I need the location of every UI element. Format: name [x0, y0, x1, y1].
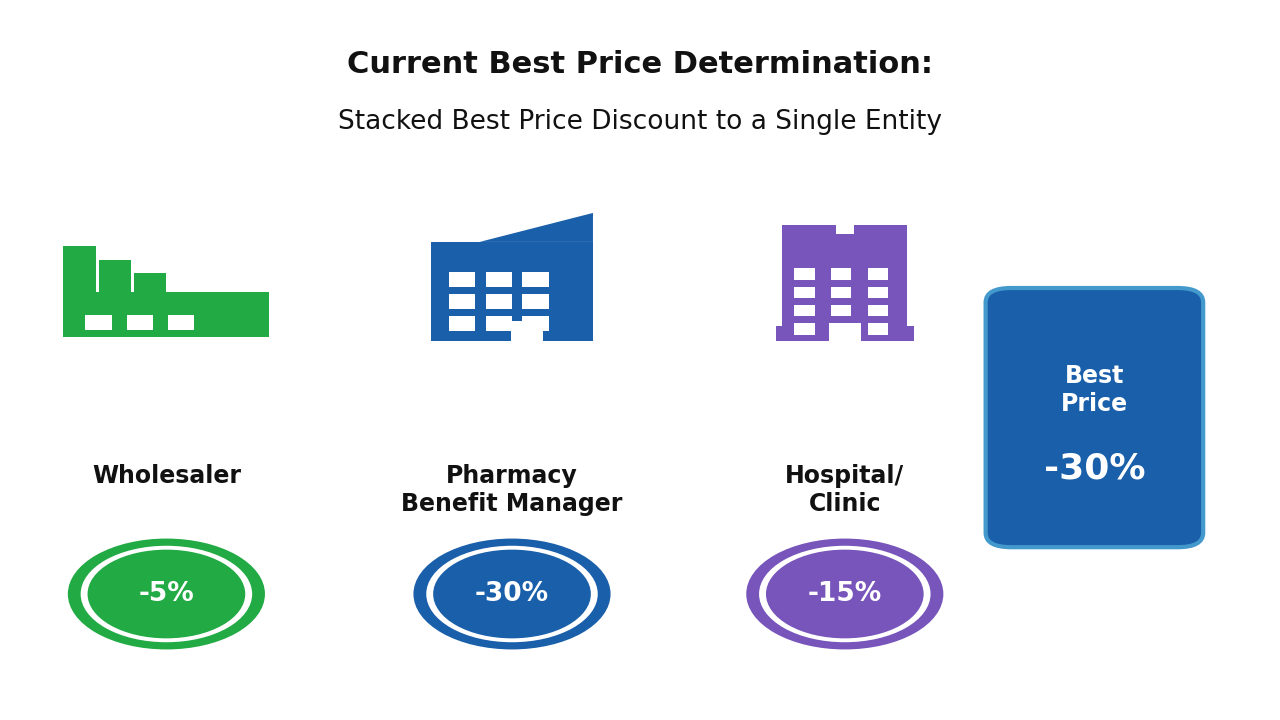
Text: -30%: -30% [475, 581, 549, 607]
FancyBboxPatch shape [831, 287, 851, 298]
FancyBboxPatch shape [813, 211, 877, 221]
FancyBboxPatch shape [986, 288, 1203, 547]
FancyBboxPatch shape [64, 246, 96, 292]
FancyBboxPatch shape [511, 320, 543, 341]
FancyBboxPatch shape [449, 317, 475, 331]
FancyBboxPatch shape [868, 269, 888, 280]
FancyBboxPatch shape [828, 323, 861, 341]
Text: -15%: -15% [808, 581, 882, 607]
FancyBboxPatch shape [776, 326, 914, 341]
Text: Current Best Price Determination:: Current Best Price Determination: [347, 50, 933, 79]
FancyBboxPatch shape [449, 294, 475, 309]
FancyBboxPatch shape [868, 305, 888, 317]
Text: Wholesaler: Wholesaler [92, 464, 241, 488]
Text: Best
Price: Best Price [1061, 364, 1128, 416]
FancyBboxPatch shape [485, 294, 512, 309]
Text: Hospital/
Clinic: Hospital/ Clinic [785, 464, 905, 516]
Circle shape [433, 549, 591, 639]
Circle shape [426, 546, 598, 642]
Text: Pharmacy
Benefit Manager: Pharmacy Benefit Manager [402, 464, 622, 516]
Text: -30%: -30% [1043, 451, 1146, 485]
FancyBboxPatch shape [794, 323, 814, 335]
FancyBboxPatch shape [522, 271, 549, 287]
Circle shape [413, 539, 611, 649]
FancyBboxPatch shape [485, 271, 512, 287]
FancyBboxPatch shape [831, 305, 851, 317]
FancyBboxPatch shape [449, 271, 475, 287]
FancyBboxPatch shape [794, 287, 814, 298]
Polygon shape [431, 213, 593, 242]
FancyBboxPatch shape [794, 269, 814, 280]
FancyBboxPatch shape [431, 242, 593, 341]
FancyBboxPatch shape [99, 260, 131, 292]
FancyBboxPatch shape [522, 317, 549, 331]
FancyBboxPatch shape [836, 198, 854, 235]
FancyBboxPatch shape [831, 269, 851, 280]
FancyBboxPatch shape [168, 315, 195, 330]
Circle shape [81, 546, 252, 642]
Circle shape [765, 549, 924, 639]
Text: -5%: -5% [138, 581, 195, 607]
Circle shape [746, 539, 943, 649]
FancyBboxPatch shape [127, 315, 154, 330]
FancyBboxPatch shape [868, 323, 888, 335]
FancyBboxPatch shape [86, 315, 111, 330]
Text: Stacked Best Price Discount to a Single Entity: Stacked Best Price Discount to a Single … [338, 109, 942, 135]
FancyBboxPatch shape [485, 317, 512, 331]
Circle shape [68, 539, 265, 649]
Circle shape [759, 546, 931, 642]
FancyBboxPatch shape [782, 225, 908, 341]
Circle shape [87, 549, 246, 639]
FancyBboxPatch shape [868, 287, 888, 298]
FancyBboxPatch shape [64, 292, 270, 337]
FancyBboxPatch shape [522, 294, 549, 309]
FancyBboxPatch shape [831, 323, 851, 335]
FancyBboxPatch shape [134, 274, 166, 292]
FancyBboxPatch shape [794, 305, 814, 317]
